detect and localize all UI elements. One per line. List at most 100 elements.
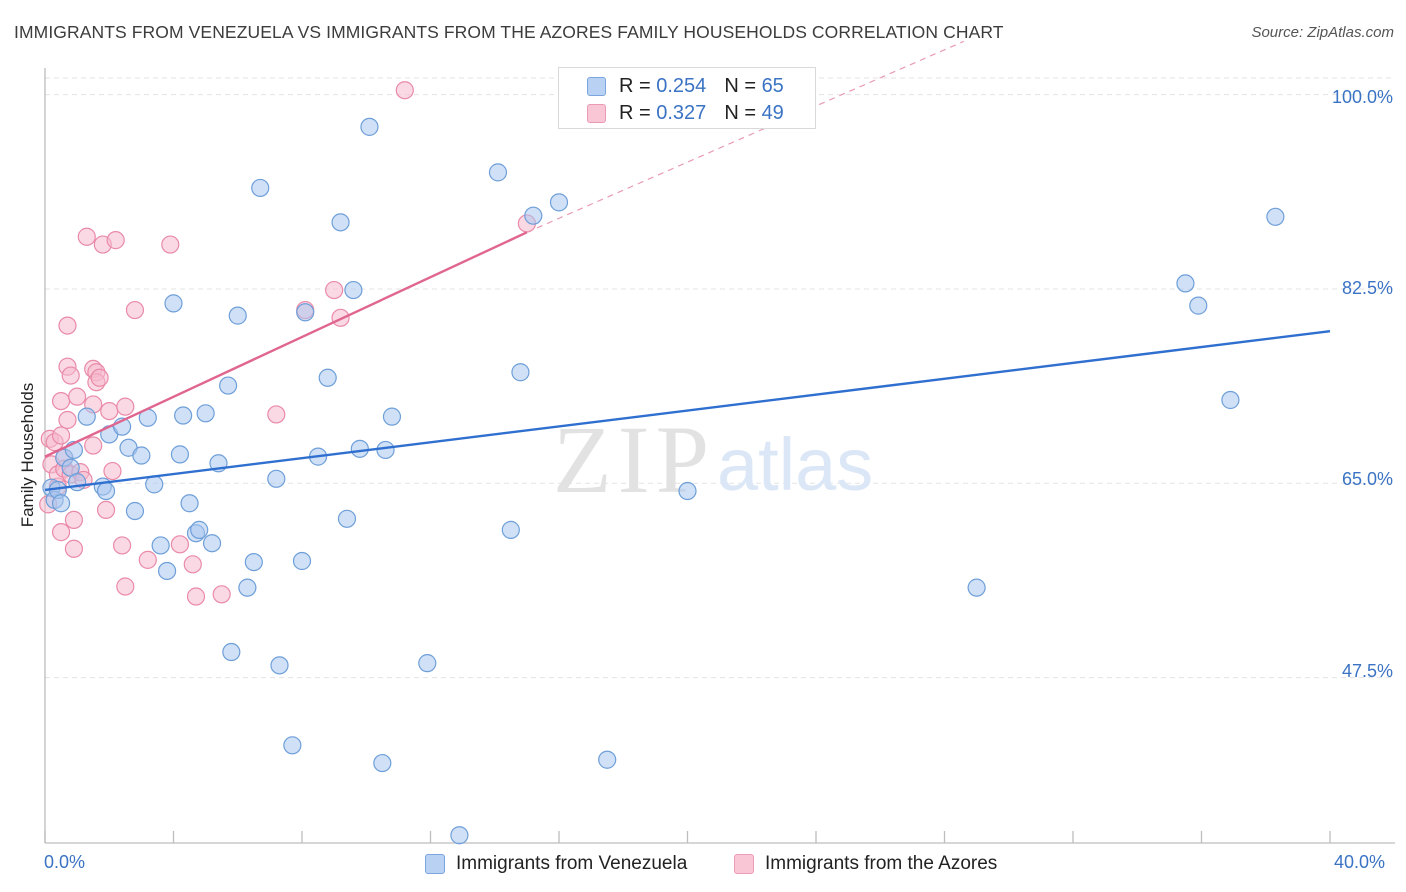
legend-n-label: N = [724,101,756,124]
data-point [164,294,183,313]
data-point [68,473,87,492]
data-point [77,227,96,246]
data-point [96,481,116,501]
legend-n-label: N = [724,74,756,97]
data-point [180,494,199,513]
data-point [125,501,145,521]
data-point [270,656,289,675]
data-point [1221,390,1240,410]
data-point [967,578,986,597]
data-point [196,404,215,423]
bottom-legend-label: Immigrants from Venezuela [456,853,688,874]
data-point [145,475,164,494]
data-point [238,578,257,597]
data-point [296,303,315,322]
data-point [51,391,71,411]
data-point [61,366,80,385]
correlation-legend: R = 0.254 N = 65 R = 0.327 N = 49 [558,67,816,129]
bottom-legend-label: Immigrants from the Azores [765,853,998,874]
bottom-legend-azores: Immigrants from the Azores [734,852,997,876]
data-point [103,461,122,481]
legend-r-label: R = [619,74,651,97]
data-point [251,178,270,198]
legend-n-value: 65 [761,74,784,97]
y-tick-label: 47.5% [1341,661,1393,681]
data-point [360,117,379,136]
data-point [395,81,414,100]
data-point [64,539,84,558]
data-point [64,510,84,530]
data-point [51,494,71,513]
data-point [51,426,71,445]
data-point [58,410,77,430]
data-point [283,736,302,755]
data-point [157,561,177,581]
trend-line-venezuela [44,329,1331,492]
data-point [450,826,469,845]
watermark-atlas: atlas [717,423,873,506]
y-tick-label: 65.0% [1341,469,1393,489]
data-point [112,536,132,555]
data-point [228,306,247,325]
x-tick-label-min: 0.0% [44,852,86,872]
legend-swatch-pink [587,103,606,123]
data-point [678,481,697,501]
legend-n-value: 49 [761,101,784,124]
legend-r-label: R = [619,101,651,124]
legend-swatch-blue [587,76,606,96]
data-point [267,469,286,488]
data-point [524,206,543,225]
data-point [186,587,206,606]
data-point [382,407,402,426]
data-point [125,300,145,320]
data-point [549,193,569,212]
data-point [511,363,530,382]
source-label: Source: ZipAtlas.com [1251,24,1394,41]
legend-r-value: 0.327 [656,101,707,124]
data-point [267,405,286,424]
data-point [170,535,190,554]
data-point [151,536,170,555]
data-point [100,401,119,421]
data-point [373,753,392,773]
data-point [68,387,87,406]
data-point [488,163,508,182]
data-point [331,213,350,232]
bottom-legend-swatch-blue [425,854,445,874]
data-point [51,523,71,542]
data-point [212,585,231,604]
data-point [1176,274,1195,293]
y-tick-label: 82.5% [1341,278,1393,298]
bottom-legend-venezuela: Immigrants from Venezuela [425,852,687,876]
data-point [84,436,103,455]
data-point [90,368,109,387]
data-point [170,445,190,464]
legend-row-azores: R = 0.327 N = 49 [587,101,784,125]
bottom-legend-swatch-pink [734,854,754,874]
data-point [344,280,363,300]
data-point [219,376,238,395]
data-point [190,520,209,539]
data-point [292,551,312,571]
data-point [138,550,157,569]
trend-line-azores [44,231,528,458]
data-point [244,552,263,572]
data-point [222,642,241,662]
data-point [58,316,77,335]
x-tick-label-max: 40.0% [1334,852,1386,872]
trend-line-azores-extension [526,40,965,233]
data-point [598,750,617,769]
venezuela-points [42,85,1285,845]
data-point [318,368,337,387]
data-point [337,509,357,528]
data-point [106,231,125,250]
data-point [77,407,96,426]
data-point [350,439,369,458]
data-point [116,577,135,596]
data-point [132,446,151,465]
data-point [174,406,193,425]
data-point [325,280,344,300]
data-point [202,534,222,553]
trend-lines [44,40,1331,492]
